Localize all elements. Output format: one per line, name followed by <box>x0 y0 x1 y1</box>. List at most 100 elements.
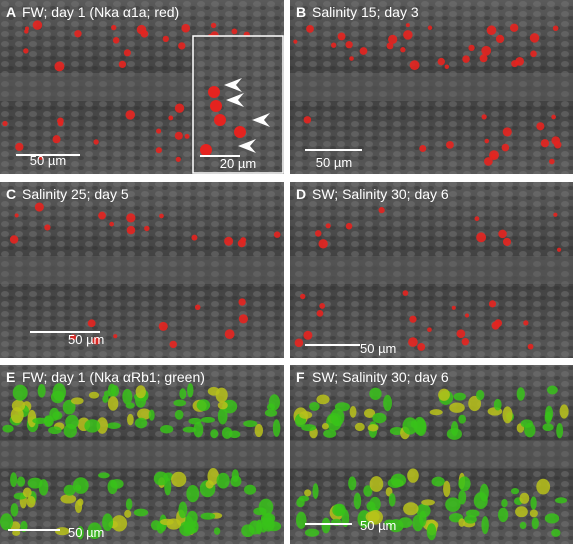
green-cell <box>76 526 84 540</box>
red-cell <box>349 56 354 61</box>
green-cell <box>171 471 187 488</box>
green-cell <box>429 409 443 416</box>
red-cell <box>468 44 475 52</box>
red-cell <box>300 293 306 300</box>
green-cell <box>110 385 120 397</box>
red-cell <box>57 117 64 125</box>
red-cell <box>419 144 427 153</box>
panel: C Salinity 25; day 5 50 µm <box>0 182 284 358</box>
green-cell <box>174 409 184 420</box>
red-cell <box>481 45 492 56</box>
red-cell <box>509 23 519 32</box>
red-cell <box>359 47 368 55</box>
green-cell <box>258 498 274 516</box>
green-cell <box>321 517 331 534</box>
red-cell <box>484 138 490 144</box>
green-cell <box>388 519 404 533</box>
red-cell <box>111 24 117 31</box>
red-cell <box>456 329 466 339</box>
scale-bar-label: 50 µm <box>360 518 396 533</box>
green-cell <box>135 385 146 399</box>
green-cell <box>530 496 537 510</box>
green-cell <box>536 478 551 495</box>
panel-caption: FW; day 1 (Nka αRb1; green) <box>22 369 205 385</box>
red-cell <box>181 23 191 33</box>
red-cell <box>224 236 234 246</box>
red-cell <box>446 141 454 149</box>
green-cell <box>173 399 187 407</box>
green-cell <box>299 411 313 419</box>
green-cell <box>366 501 376 511</box>
green-cell <box>348 476 357 491</box>
green-cell <box>332 503 345 517</box>
green-cell <box>255 519 263 535</box>
red-cell <box>556 247 562 252</box>
green-cell <box>102 513 114 532</box>
central-band <box>290 440 573 469</box>
red-cell <box>409 315 417 323</box>
green-cell <box>221 427 233 439</box>
green-cell <box>413 416 426 435</box>
red-cell <box>38 155 43 161</box>
red-cell <box>403 30 413 40</box>
red-cell <box>495 34 505 44</box>
red-cell <box>273 231 281 238</box>
red-cell <box>144 225 150 232</box>
green-cell <box>37 383 46 398</box>
red-cell <box>553 212 558 217</box>
green-cell <box>103 390 111 397</box>
green-cell <box>187 383 194 398</box>
red-cell <box>476 232 487 243</box>
green-cell <box>497 507 509 523</box>
green-cell <box>231 469 239 482</box>
red-cell <box>481 114 487 120</box>
red-cell <box>178 42 186 50</box>
scale-bar-label: 50 µm <box>68 332 104 347</box>
green-cell <box>43 415 53 427</box>
green-cell <box>493 398 502 411</box>
red-cell <box>529 33 540 43</box>
red-cell <box>319 302 326 309</box>
panel-caption: SW; Salinity 30; day 6 <box>312 186 449 202</box>
green-cell <box>22 487 32 498</box>
green-cell <box>481 516 489 535</box>
green-cell <box>323 429 337 438</box>
green-cell <box>191 520 199 533</box>
panel-caption: FW; day 1 (Nka α1a; red) <box>22 4 179 20</box>
arrowhead <box>226 93 244 107</box>
green-cell <box>475 389 485 401</box>
green-cell <box>2 424 14 433</box>
red-cell <box>400 47 406 53</box>
red-cell <box>70 334 77 341</box>
scale-bar-label: 50 µm <box>316 155 352 170</box>
green-cell <box>321 423 329 430</box>
red-cell <box>536 122 545 131</box>
green-cell <box>468 395 482 412</box>
red-cell <box>551 136 561 145</box>
red-cell <box>174 103 185 113</box>
green-cell <box>266 403 276 411</box>
green-cell <box>431 476 445 487</box>
green-cell <box>458 414 467 424</box>
red-cell <box>98 211 106 220</box>
red-cell <box>451 305 456 310</box>
green-cell <box>369 476 384 492</box>
green-cell <box>134 417 148 429</box>
green-cell <box>354 422 365 432</box>
green-cell <box>559 404 569 419</box>
green-cell <box>200 416 216 423</box>
green-cell <box>367 509 383 525</box>
red-cell <box>417 342 426 351</box>
green-cell <box>264 409 278 417</box>
green-cell <box>473 492 488 509</box>
green-cell <box>0 513 14 531</box>
green-cell <box>304 528 320 537</box>
red-cell <box>9 235 19 244</box>
red-cell <box>402 290 409 296</box>
red-cell <box>184 133 190 139</box>
green-cell <box>10 503 19 517</box>
red-cell <box>125 110 136 120</box>
red-cell <box>234 126 246 138</box>
red-cell <box>174 131 183 140</box>
green-cell <box>316 394 330 405</box>
